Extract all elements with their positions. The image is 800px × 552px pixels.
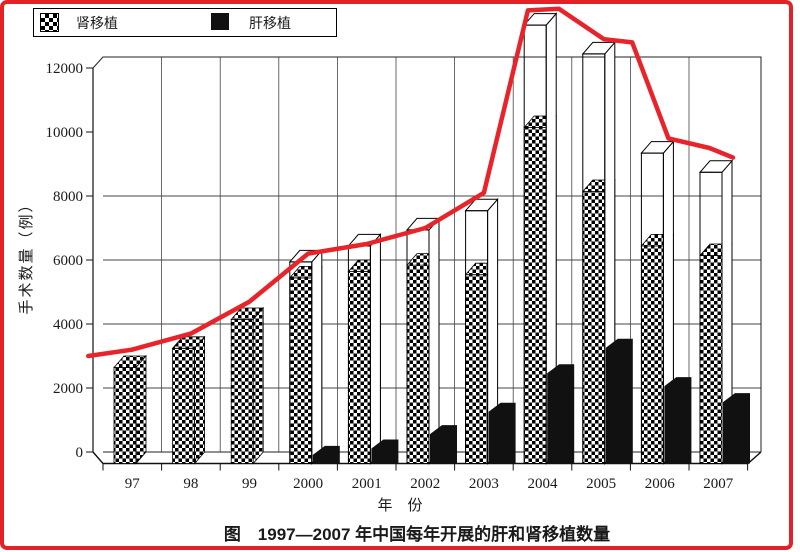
liver-legend-label: 肝移植 (249, 17, 291, 32)
year-group-2003 (464, 197, 516, 465)
y-axis: 0 2000 4000 6000 8000 10000 12000 (46, 61, 93, 461)
bar-liver-2003 (488, 402, 516, 464)
bar-kidney-2005 (582, 191, 606, 464)
bar-kidney-2003 (465, 274, 489, 464)
year-group-2002 (405, 217, 457, 465)
box-total-2004 (523, 24, 547, 464)
year-group-99 (230, 306, 265, 465)
x-tick-label: 2002 (410, 476, 440, 492)
figure-caption: 图 1997—2007 年中国每年开展的肝和肾移植数量 (223, 525, 611, 544)
x-tick-label: 2003 (469, 476, 499, 492)
year-group-98 (171, 335, 206, 465)
box-total-side-2002 (428, 217, 440, 465)
y-tick-label: 10000 (46, 125, 84, 141)
box-total-2006 (640, 152, 664, 464)
year-group-2004 (523, 12, 575, 465)
y-tick-label: 4000 (53, 317, 83, 333)
x-tick-label: 2001 (352, 476, 382, 492)
bar-kidney-side-98 (194, 335, 206, 465)
x-tick-label: 2007 (703, 476, 734, 492)
legend: 肾移植 肝移植 (33, 8, 337, 37)
y-tick-label: 2000 (53, 381, 83, 397)
bar-liver-2002 (430, 425, 457, 464)
x-axis: 97 98 99 2000 2001 2002 2003 2004 2005 2006 2007 (102, 464, 749, 492)
bar-kidney-99 (230, 319, 254, 464)
bar-kidney-2000 (289, 277, 313, 464)
box-total-2007 (699, 171, 723, 465)
box-total-side-2001 (369, 233, 381, 465)
bar-liver-2001 (371, 439, 399, 464)
year-group-2006 (640, 140, 692, 465)
bar-liver-2004 (547, 364, 575, 464)
y-tick-label: 8000 (53, 189, 83, 205)
box-total-side-2000 (311, 249, 323, 465)
liver-legend-swatch (211, 13, 229, 30)
x-tick-label: 2006 (645, 476, 676, 492)
bar-kidney-2004 (523, 127, 547, 464)
year-group-2001 (347, 233, 399, 465)
y-tick-label: 0 (76, 445, 84, 461)
bar-kidney-side-99 (252, 306, 264, 465)
x-tick-label: 2000 (293, 476, 323, 492)
bar-liver-2005 (605, 338, 633, 464)
year-group-2007 (698, 159, 750, 465)
x-tick-label: 2004 (528, 476, 559, 492)
box-total-2005 (582, 53, 606, 465)
x-axis-title: 年 份 (377, 498, 423, 514)
kidney-legend-swatch (40, 13, 59, 32)
year-group-2005 (581, 41, 633, 465)
year-group-2000 (288, 249, 340, 465)
bar-liver-2000 (312, 445, 340, 464)
bar-liver-2006 (664, 377, 692, 464)
x-tick-label: 97 (125, 476, 141, 492)
bar-kidney-2001 (347, 271, 371, 464)
y-tick-label: 12000 (46, 61, 84, 77)
bar-liver-2007 (723, 393, 750, 464)
x-tick-label: 99 (242, 476, 257, 492)
box-total-2003 (465, 210, 489, 464)
x-tick-label: 98 (183, 476, 198, 492)
bar-kidney-2002 (406, 264, 430, 464)
red-trend-line (86, 6, 736, 359)
bar-kidney-2006 (641, 245, 664, 464)
kidney-legend-label: 肾移植 (76, 17, 118, 32)
year-group-97 (113, 354, 147, 465)
bar-kidney-2007 (699, 255, 723, 464)
bar-kidney-98 (172, 347, 196, 464)
y-tick-label: 6000 (53, 253, 83, 269)
bar-kidney-97 (113, 367, 137, 464)
bar-kidney-side-97 (135, 354, 147, 465)
x-tick-label: 2005 (586, 476, 616, 492)
